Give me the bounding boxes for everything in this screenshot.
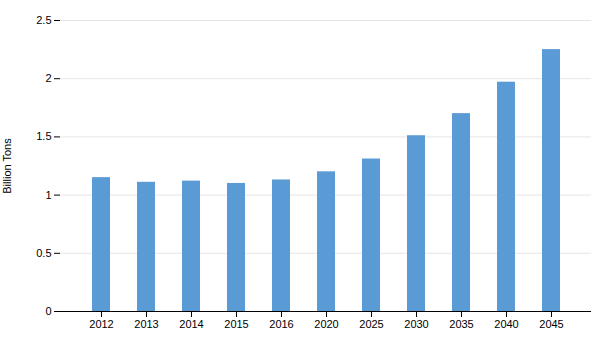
svg-text:0: 0 — [45, 305, 51, 317]
svg-text:2030: 2030 — [404, 318, 428, 330]
svg-text:2014: 2014 — [179, 318, 203, 330]
svg-text:2: 2 — [45, 72, 51, 84]
svg-text:2020: 2020 — [314, 318, 338, 330]
svg-text:2016: 2016 — [269, 318, 293, 330]
svg-text:2015: 2015 — [224, 318, 248, 330]
svg-text:2013: 2013 — [134, 318, 158, 330]
svg-text:Billion Tons: Billion Tons — [1, 138, 13, 194]
svg-text:1: 1 — [45, 189, 51, 201]
svg-text:2045: 2045 — [539, 318, 563, 330]
svg-text:2035: 2035 — [449, 318, 473, 330]
svg-text:2025: 2025 — [359, 318, 383, 330]
svg-text:1.5: 1.5 — [36, 130, 51, 142]
svg-text:2012: 2012 — [89, 318, 113, 330]
svg-text:2.5: 2.5 — [36, 14, 51, 26]
svg-text:0.5: 0.5 — [36, 247, 51, 259]
svg-text:2040: 2040 — [494, 318, 518, 330]
